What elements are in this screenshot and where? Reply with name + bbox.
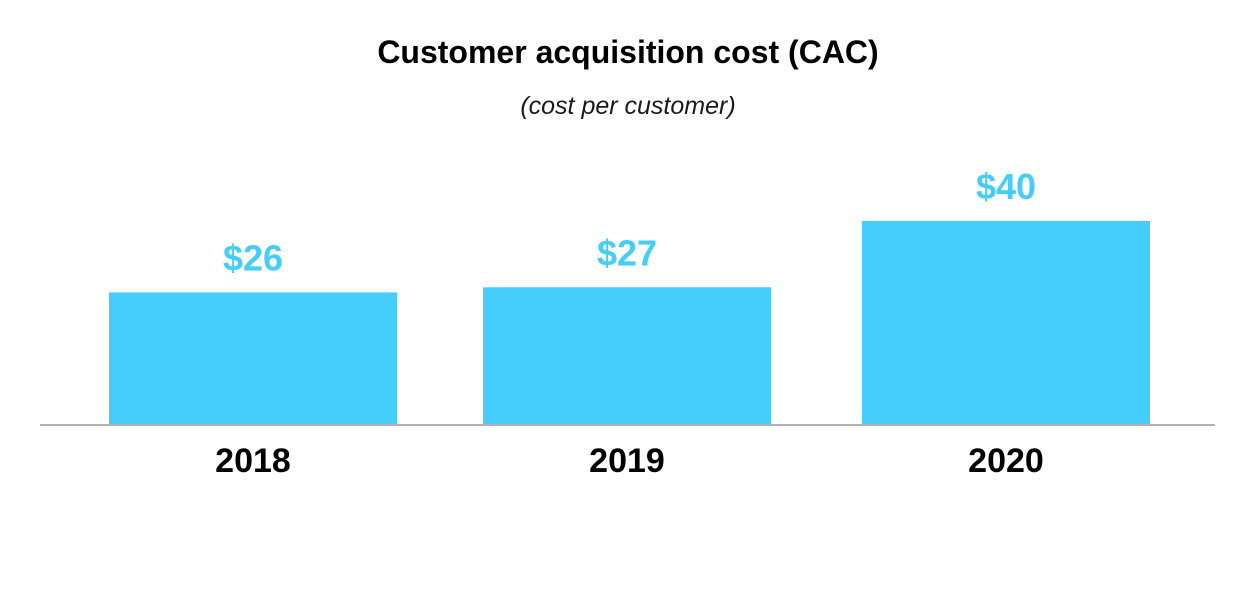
chart-subtitle: (cost per customer) bbox=[520, 92, 735, 120]
bar-2019 bbox=[483, 287, 771, 425]
value-label-2019: $27 bbox=[597, 232, 657, 273]
x-tick-label-2020: 2020 bbox=[968, 442, 1044, 480]
value-label-2018: $26 bbox=[223, 237, 283, 278]
bar-2020 bbox=[862, 221, 1150, 425]
x-tick-label-2019: 2019 bbox=[589, 442, 665, 480]
bar-2018 bbox=[109, 292, 397, 425]
bars-group bbox=[109, 221, 1150, 425]
x-tick-labels-group: 2018 2019 2020 bbox=[215, 442, 1044, 480]
value-label-2020: $40 bbox=[976, 166, 1036, 207]
chart-title: Customer acquisition cost (CAC) bbox=[377, 34, 878, 70]
value-labels-group: $26 $27 $40 bbox=[223, 166, 1036, 278]
x-tick-label-2018: 2018 bbox=[215, 442, 291, 480]
